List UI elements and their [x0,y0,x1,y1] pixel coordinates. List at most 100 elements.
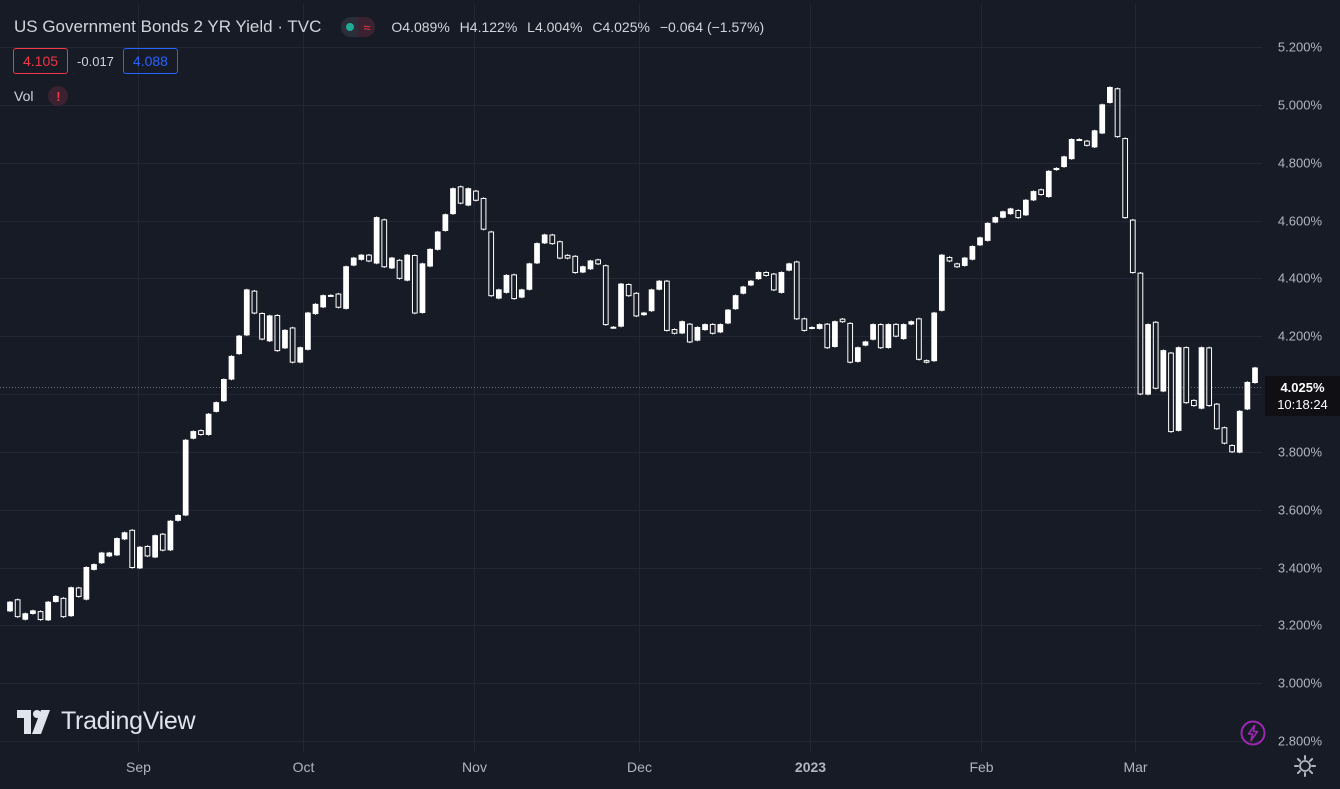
ohlc-values: O4.089% H4.122% L4.004% C4.025% −0.064 (… [391,19,770,35]
x-tick-label: 2023 [795,759,826,775]
candle-up [786,263,792,271]
candle-up [297,347,304,363]
candle-up [495,289,502,299]
candle-down [1221,427,1228,444]
candle-up [541,234,548,244]
x-tick-label: Nov [462,759,487,775]
candle-up [984,222,991,241]
candle-down [954,263,960,268]
candle-down [14,599,21,618]
candle-up [1061,156,1067,168]
candle-up [427,248,433,267]
candle-down [801,318,808,331]
candle-up [1252,367,1258,384]
candle-up [1076,139,1083,142]
candle-down [847,322,854,363]
candle-down [824,323,831,349]
sell-button[interactable]: 4.105 [13,48,69,74]
candle-up [977,237,983,246]
candle-up [862,341,869,346]
candle-up [266,315,273,342]
candle-down [633,292,640,317]
candle-down [1213,403,1220,430]
volume-legend: Vol ! [14,86,69,106]
y-tick-label: 3.000% [1278,676,1323,691]
candle-up [450,188,456,215]
buy-button[interactable]: 4.088 [122,48,178,74]
candle-up [854,347,861,362]
candle-up [1045,170,1052,198]
candle-down [1038,189,1045,195]
candle-up [213,402,220,412]
tradingview-logo[interactable]: TradingView [17,707,196,736]
brand-name: TradingView [61,707,196,735]
candle-down [686,323,693,343]
candle-up [419,263,426,313]
y-tick-label: 4.200% [1278,329,1323,344]
y-tick-label: 4.400% [1278,271,1323,286]
candle-up [1068,139,1075,160]
y-tick-label: 2.800% [1278,734,1323,749]
candle-down [946,256,953,262]
y-tick-label: 3.400% [1278,561,1323,576]
candle-up [717,324,724,333]
candle-up [702,324,708,331]
open-value: 4.089% [402,19,450,35]
close-value: 4.025% [602,19,650,35]
candle-up [404,254,411,281]
candle-up [1099,104,1106,134]
candle-up [52,595,59,602]
candle-up [98,552,105,564]
candle-up [641,312,647,316]
candle-up [755,272,762,280]
candle-up [694,326,701,341]
flash-icon[interactable] [1240,720,1266,746]
candle-down [144,545,151,557]
close-label: C [592,19,603,35]
candle-up [373,217,380,264]
candle-up [121,532,128,540]
candle-down [366,254,372,262]
candle-up [1198,347,1205,409]
candle-up [526,263,533,290]
low-label: L [527,19,535,35]
candle-down [557,241,563,259]
gear-icon[interactable] [1294,755,1316,777]
candle-down [473,190,479,201]
symbol-title[interactable]: US Government Bonds 2 YR Yield · TVC [14,17,322,36]
tradingview-logo-icon [17,709,50,734]
candle-down [602,265,609,326]
candle-down [251,290,258,314]
candle-down [259,313,265,340]
candle-up [748,280,754,286]
spread-value: -0.017 [77,53,114,69]
candle-down [610,326,617,329]
candle-up [389,257,395,269]
candle-up [961,257,968,266]
candle-down [793,261,800,320]
candle-up [7,601,13,612]
candle-up [725,309,731,324]
candle-up [579,266,586,273]
candle-up [534,243,540,264]
candle-up [152,535,158,558]
candle-down [564,254,571,259]
bar-countdown: 10:18:24 [1277,397,1328,412]
candle-up [1030,191,1037,201]
volume-label[interactable]: Vol [14,88,34,104]
x-tick-label: Dec [627,759,652,775]
candle-up [992,217,999,223]
candle-down [709,323,716,334]
candle-down [839,318,846,323]
candle-up [816,324,823,329]
candle-down [625,284,632,297]
y-tick-label: 4.800% [1278,156,1323,171]
market-status-toggle[interactable]: ≈ [341,17,376,37]
y-tick-label: 3.600% [1278,503,1323,518]
candle-up [518,289,525,298]
candle-down [770,273,777,291]
candle-down [37,611,44,621]
warning-icon[interactable]: ! [48,86,69,106]
candle-up [618,283,624,327]
